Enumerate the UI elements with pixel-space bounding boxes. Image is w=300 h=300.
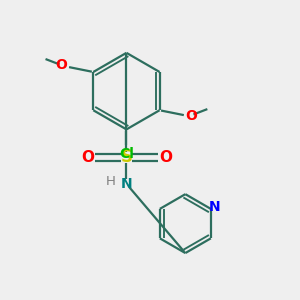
Text: O: O (81, 150, 94, 165)
Text: O: O (159, 150, 172, 165)
Text: N: N (208, 200, 220, 214)
Text: O: O (56, 58, 68, 73)
Text: O: O (185, 109, 197, 122)
Text: S: S (120, 148, 132, 166)
Text: Cl: Cl (119, 147, 134, 161)
Text: H: H (105, 175, 115, 188)
Text: N: N (121, 177, 132, 191)
